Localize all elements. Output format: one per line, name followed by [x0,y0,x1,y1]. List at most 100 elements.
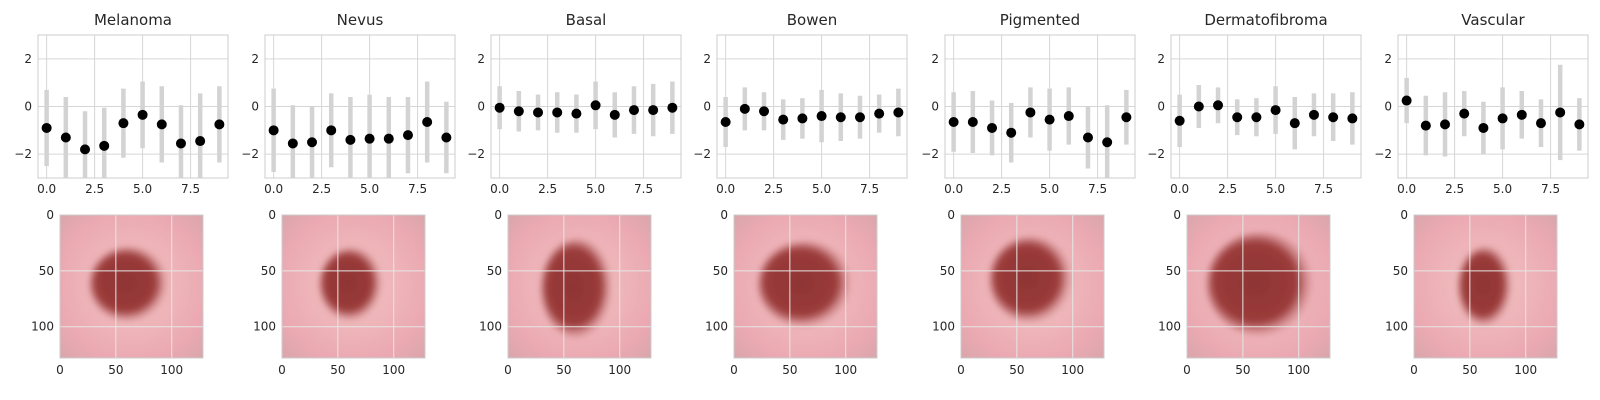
data-point [1232,112,1243,123]
data-point [1328,112,1339,123]
data-marks [1174,85,1358,150]
lesion-image [733,214,878,359]
image-x-tick-label: 100 [834,363,857,377]
image-y-tick-label: 0 [720,208,728,222]
data-point [345,134,356,145]
image-y-tick-label: 50 [940,264,955,278]
data-point [533,107,544,118]
y-tick-label: −2 [1374,147,1392,161]
x-tick-label: 0.0 [944,182,963,196]
subplot-title: Nevus [337,11,384,29]
subplot-basal: Basal 0.0 2.5 5.0 7.5 −2 0 2 0 50 100 0 50 100 [467,11,682,377]
x-tick-label: 7.5 [1314,182,1333,196]
x-tick-label: 5.0 [1040,182,1059,196]
image-frame [281,214,426,359]
image-y-tick-label: 100 [31,320,54,334]
data-point [1347,113,1358,124]
image-y-tick-label: 50 [1166,264,1181,278]
y-tick-label: 0 [477,100,485,114]
x-tick-label: 2.5 [312,182,331,196]
axes-frame [490,34,682,179]
data-point [99,140,110,151]
image-x-tick-label: 0 [278,363,286,377]
data-point [1174,115,1185,126]
x-tick-label: 2.5 [538,182,557,196]
lesion-image [960,214,1105,359]
data-point [1102,137,1113,148]
image-y-tick-label: 50 [713,264,728,278]
image-frame [733,214,878,359]
x-tick-label: 0.0 [37,182,56,196]
y-tick-label: −2 [467,147,485,161]
y-tick-label: 2 [703,52,711,66]
data-point [948,116,959,127]
lesion-blob [319,248,383,321]
axes-frame [37,34,229,179]
image-x-tick-label: 0 [56,363,64,377]
data-point [80,144,91,155]
data-point [1213,100,1224,111]
x-tick-label: 5.0 [133,182,152,196]
data-point [137,109,148,120]
x-tick-label: 0.0 [264,182,283,196]
data-point [1063,111,1074,122]
data-point [1006,127,1017,138]
x-tick-label: 5.0 [586,182,605,196]
data-point [1025,107,1036,118]
y-tick-label: −2 [693,147,711,161]
data-point [1574,119,1585,130]
y-tick-label: −2 [14,147,32,161]
subplot-title: Bowen [787,11,837,29]
x-tick-label: 7.5 [860,182,879,196]
lesion-image [507,214,652,359]
data-point [854,112,865,123]
lesion-image [281,214,426,359]
data-point [648,105,659,116]
y-tick-label: 0 [251,100,259,114]
lesion-blob [990,237,1073,323]
lesion-blob [1458,247,1513,326]
image-y-tick-label: 50 [487,264,502,278]
lesion-image [1186,214,1331,359]
image-y-tick-label: 100 [932,320,955,334]
image-x-tick-label: 100 [160,363,183,377]
image-y-tick-label: 50 [1393,264,1408,278]
y-tick-label: −2 [921,147,939,161]
data-point [307,137,318,148]
data-point [513,106,524,117]
data-point [402,130,413,141]
x-tick-label: 0.0 [490,182,509,196]
data-marks [720,87,904,148]
image-y-tick-label: 0 [1400,208,1408,222]
data-point [1121,112,1132,123]
image-y-tick-label: 100 [253,320,276,334]
data-point [1555,107,1566,118]
x-tick-label: 5.0 [812,182,831,196]
data-point [1308,109,1319,120]
x-tick-label: 5.0 [360,182,379,196]
data-marks [268,81,452,178]
image-y-tick-label: 100 [705,320,728,334]
image-x-tick-label: 0 [504,363,512,377]
data-point [1193,101,1204,112]
lesion-blob [541,239,614,338]
data-point [1289,118,1300,129]
x-tick-label: 2.5 [1218,182,1237,196]
data-point [778,114,789,125]
x-tick-label: 7.5 [181,182,200,196]
image-frame [960,214,1105,359]
data-point [175,138,186,149]
x-tick-label: 7.5 [1088,182,1107,196]
data-point [383,133,394,144]
subplot-title: Vascular [1461,11,1525,29]
axes-frame [1397,34,1589,179]
y-tick-label: 2 [477,52,485,66]
y-tick-label: 2 [1384,52,1392,66]
image-x-tick-label: 50 [108,363,123,377]
subplot-bowen: Bowen 0.0 2.5 5.0 7.5 −2 0 2 0 50 100 0 50 100 [693,11,908,377]
lesion-image [1413,214,1558,359]
y-tick-label: 0 [1384,100,1392,114]
image-x-tick-label: 0 [957,363,965,377]
data-point [571,108,582,119]
